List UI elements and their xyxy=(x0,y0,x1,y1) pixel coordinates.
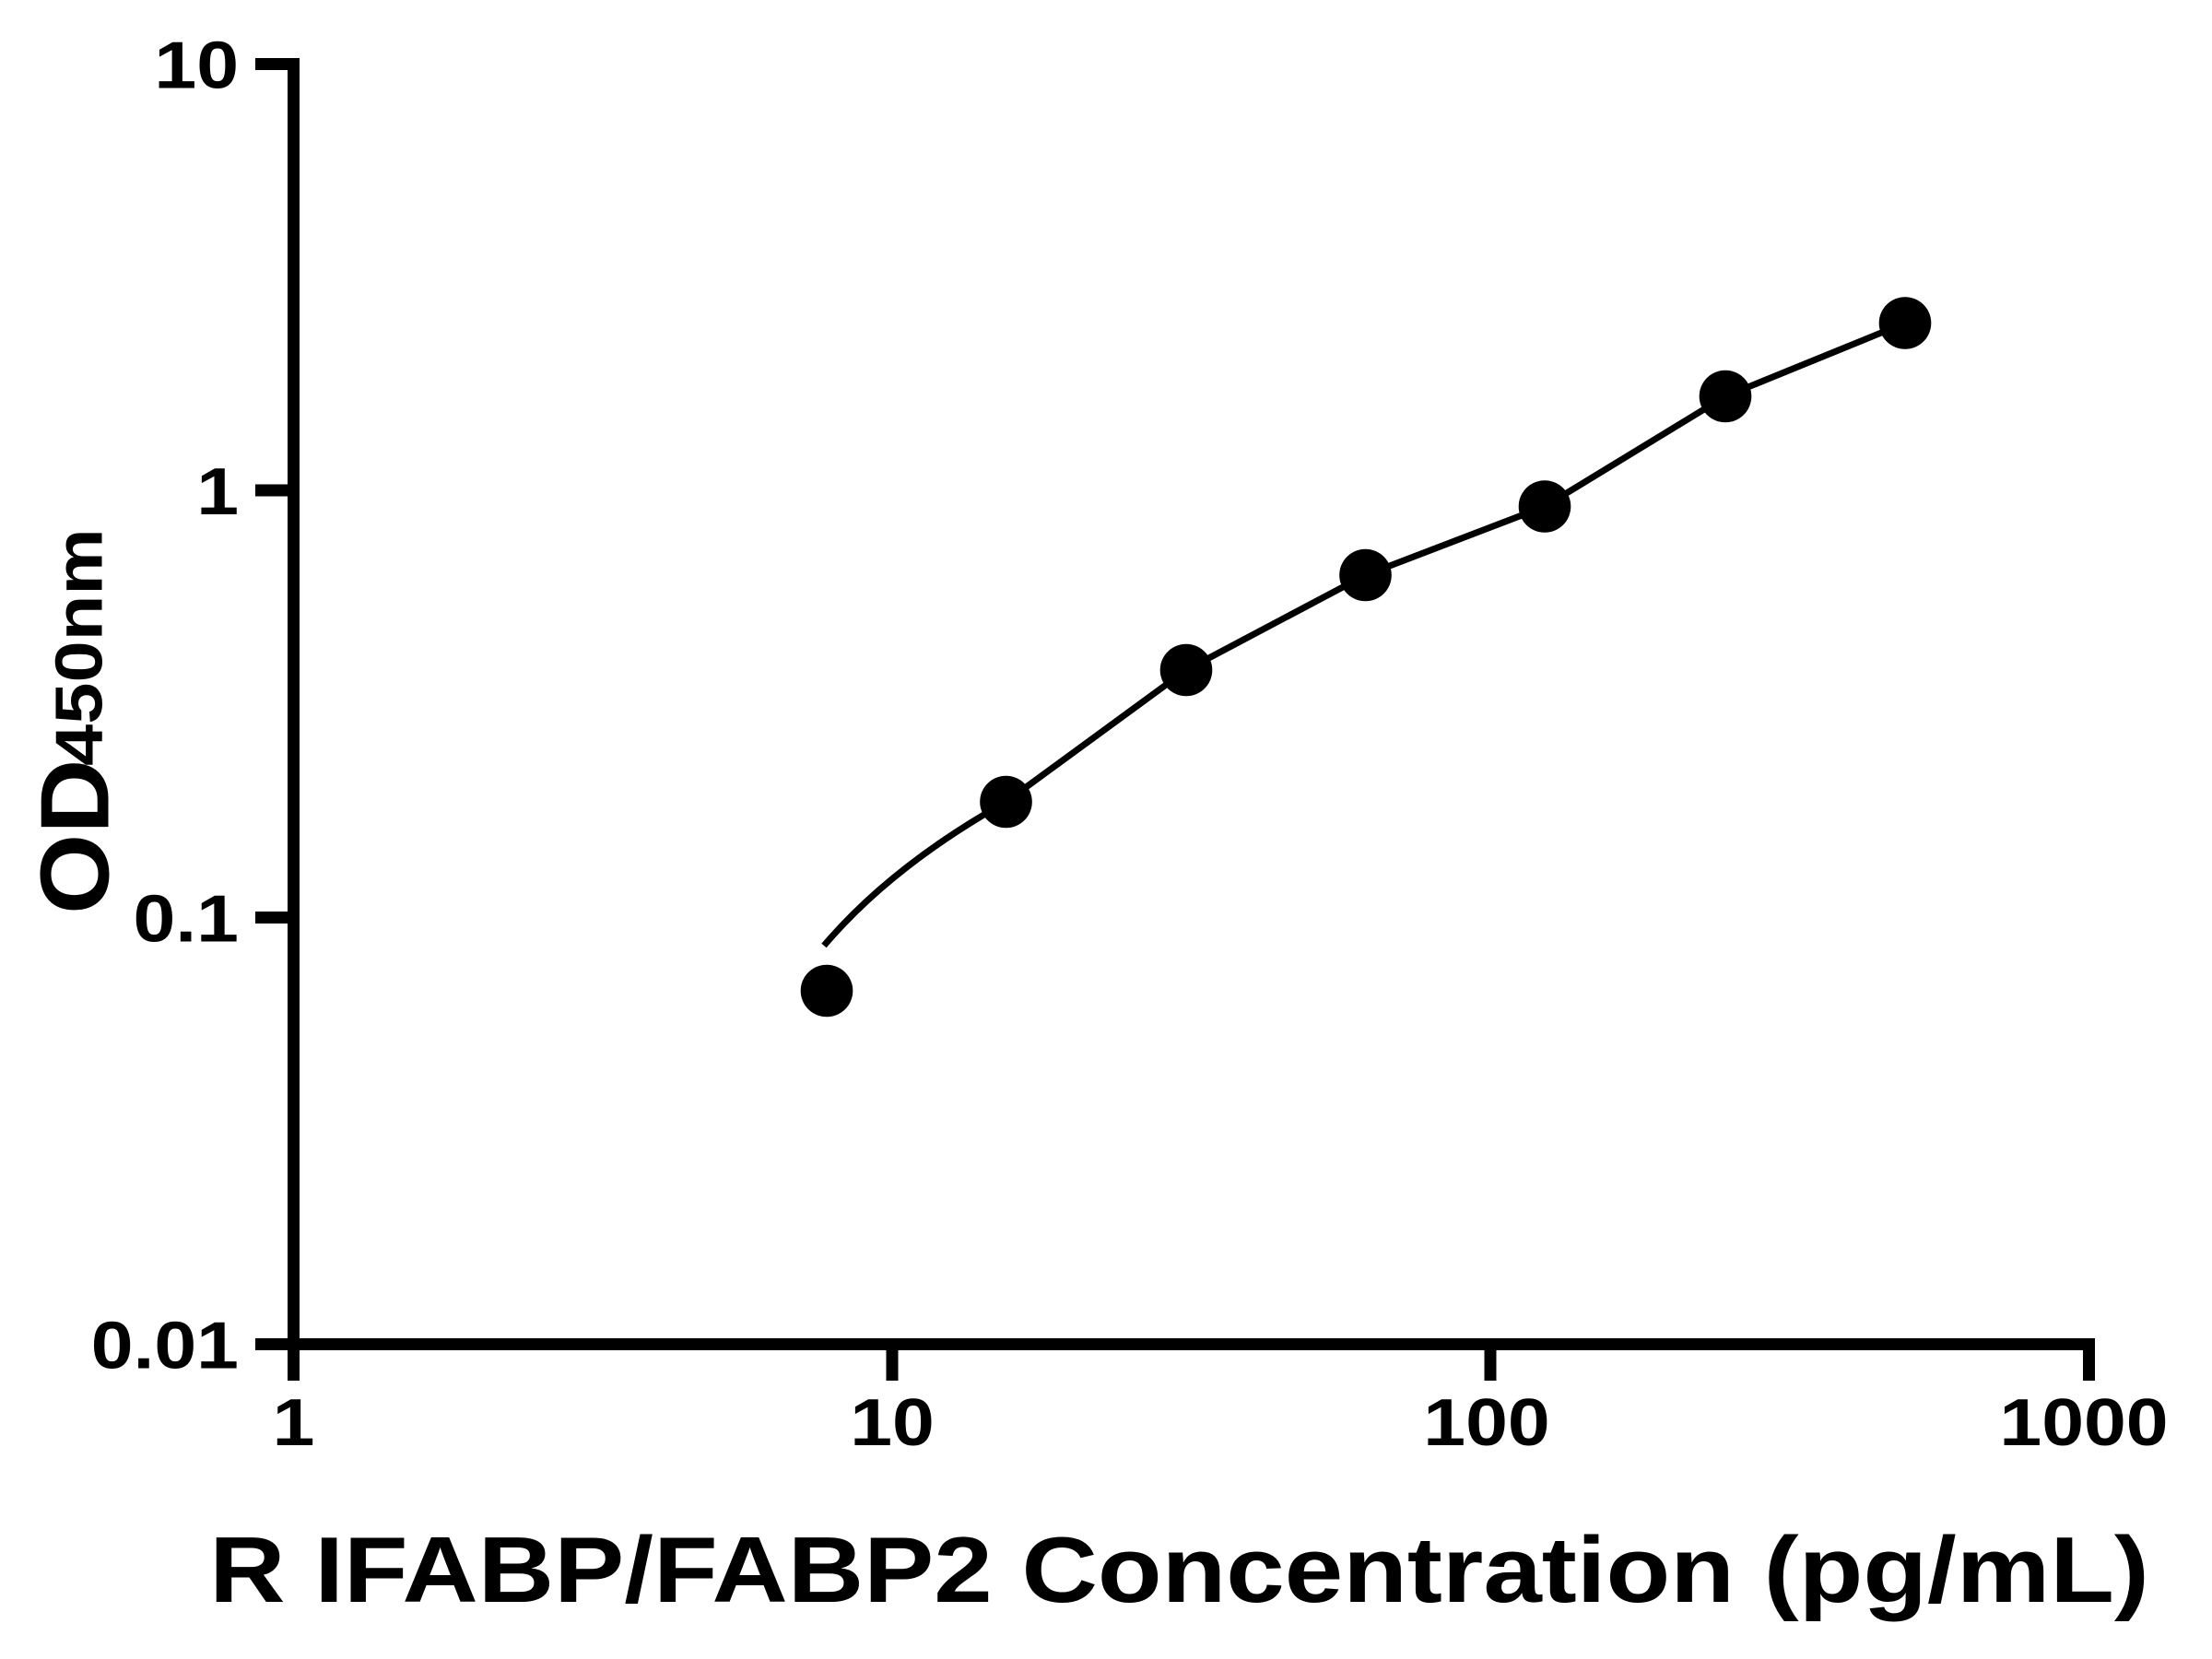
svg-text:10: 10 xyxy=(850,1386,935,1460)
svg-text:0.1: 0.1 xyxy=(134,882,239,956)
svg-text:1: 1 xyxy=(196,455,239,529)
svg-text:1000: 1000 xyxy=(1999,1386,2168,1460)
svg-text:100: 100 xyxy=(1423,1386,1549,1460)
svg-text:10: 10 xyxy=(154,29,239,102)
svg-text:OD: OD xyxy=(20,759,129,914)
svg-text:R IFABP/FABP2 Concentration (p: R IFABP/FABP2 Concentration (pg/mL) xyxy=(209,1517,2149,1621)
svg-text:1: 1 xyxy=(273,1386,315,1460)
svg-text:0.01: 0.01 xyxy=(91,1309,239,1382)
svg-text:450nm: 450nm xyxy=(42,528,117,766)
